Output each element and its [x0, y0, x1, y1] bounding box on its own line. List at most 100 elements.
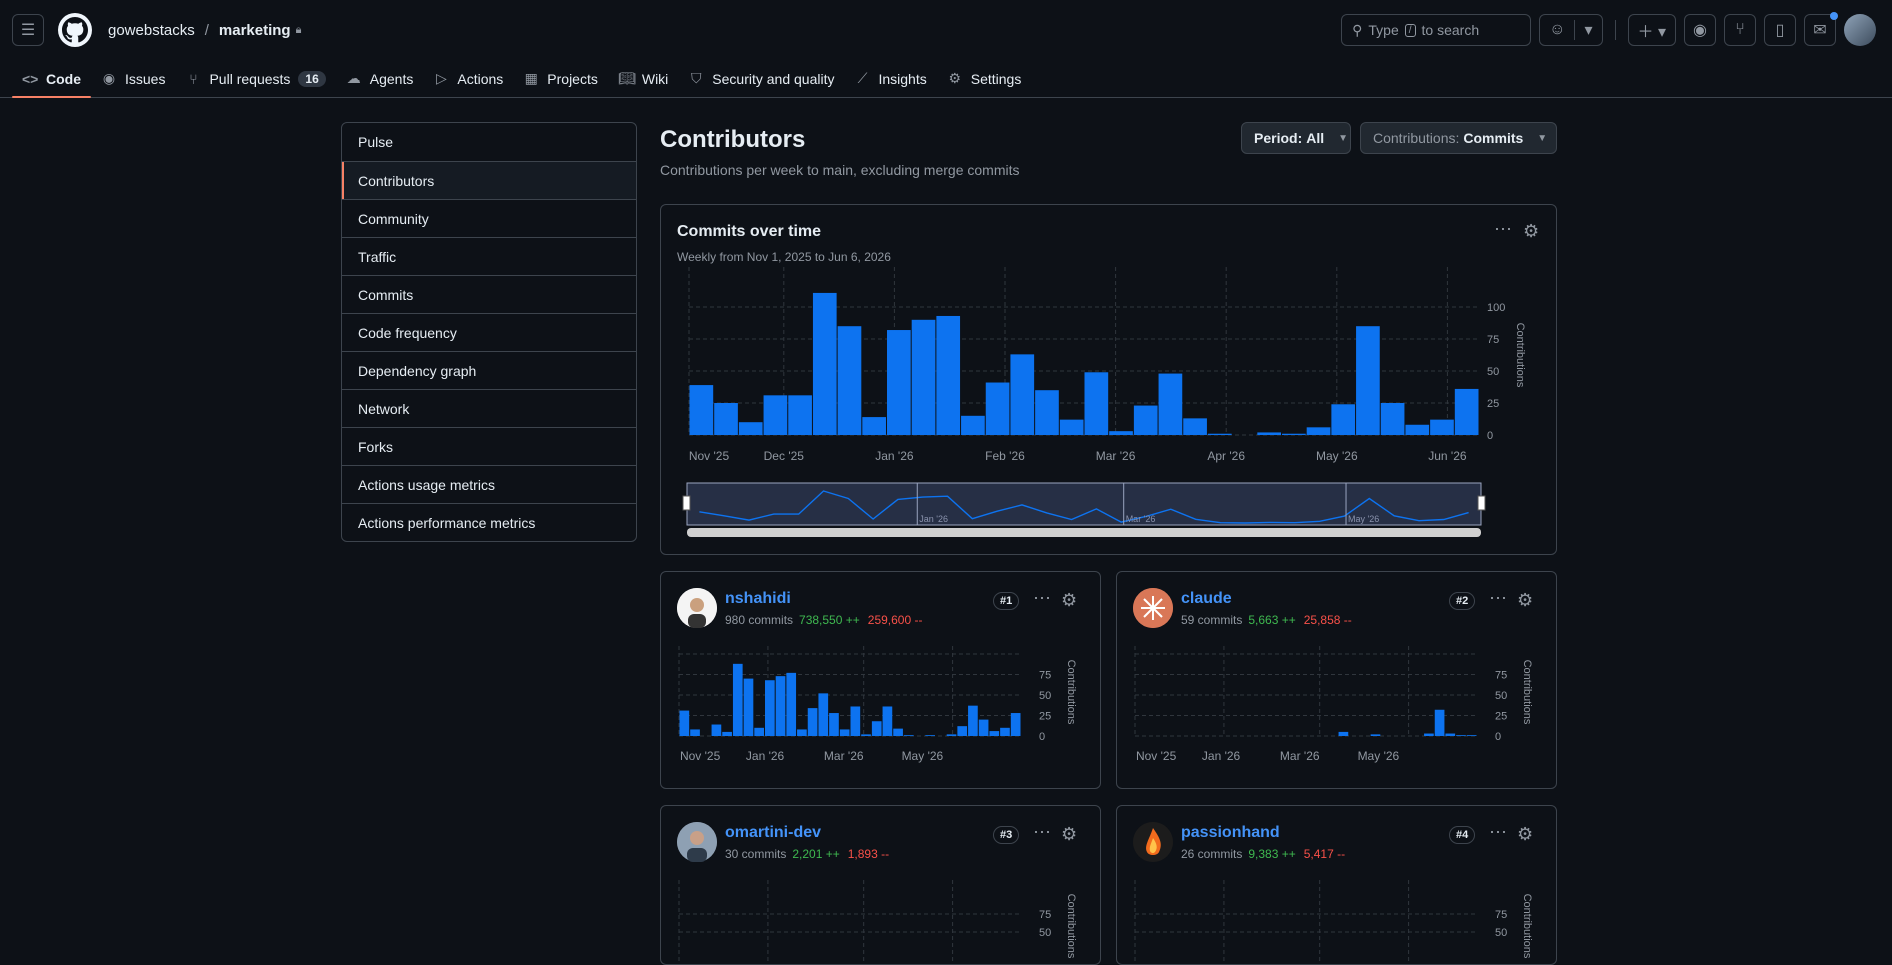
- sidebar-item-pulse[interactable]: Pulse: [358, 134, 394, 150]
- issues-button[interactable]: ◉: [1684, 14, 1716, 46]
- contributor-chart[interactable]: 75 50 25 0 Contributions Nov '25 Jan '26 Mar '2…: [1117, 572, 1556, 788]
- chart-bar: [837, 326, 862, 435]
- lock-icon: 🔒︎: [295, 23, 302, 36]
- tab-label: Pull requests: [209, 70, 291, 87]
- tab-agents[interactable]: ☁ Agents: [336, 60, 424, 97]
- avatar[interactable]: [1133, 822, 1173, 862]
- tab-issues[interactable]: ◉ Issues: [91, 60, 175, 97]
- contributor-name[interactable]: omartini-dev: [725, 824, 822, 841]
- play-icon: ▷: [435, 70, 447, 86]
- tab-settings[interactable]: ⚙ Settings: [937, 60, 1032, 97]
- copilot-icon: ☺: [1549, 21, 1566, 38]
- gear-icon[interactable]: ⚙: [1523, 221, 1540, 241]
- contributor-name[interactable]: passionhand: [1181, 824, 1280, 841]
- chart-bar: [903, 735, 914, 736]
- repositories-button[interactable]: ▯: [1764, 14, 1796, 46]
- gear-icon[interactable]: ⚙: [1061, 824, 1078, 844]
- contributor-chart[interactable]: 75 50 25 0 Contributions Nov '25 Jan '26 Mar '2…: [661, 572, 1100, 788]
- contributor-name[interactable]: claude: [1181, 590, 1232, 607]
- breadcrumb: gowebstacks / marketing 🔒︎: [108, 22, 301, 39]
- commit-count[interactable]: 26 commits: [1181, 847, 1243, 861]
- chart-bar: [818, 693, 829, 736]
- chart-bar: [1445, 733, 1456, 736]
- chart-bar: [1010, 354, 1035, 435]
- user-avatar[interactable]: [1844, 14, 1876, 46]
- tab-insights[interactable]: ⟋ Insights: [844, 60, 936, 97]
- sidebar-item-actions-usage[interactable]: Actions usage metrics: [342, 465, 636, 503]
- avatar[interactable]: [1133, 588, 1173, 628]
- search-input[interactable]: ⚲ Type / to search: [1341, 14, 1532, 46]
- notification-dot: [1830, 12, 1838, 20]
- sidebar-item-actions-performance[interactable]: Actions performance metrics: [342, 503, 636, 541]
- sidebar-item-code-frequency[interactable]: Code frequency: [342, 313, 636, 351]
- commit-count[interactable]: 30 commits: [725, 847, 787, 861]
- gear-icon[interactable]: ⚙: [1061, 590, 1078, 610]
- owner-link[interactable]: gowebstacks: [108, 21, 195, 39]
- inbox-icon: ✉: [1813, 22, 1827, 39]
- chart-bar: [925, 735, 935, 736]
- kebab-icon[interactable]: ⋯: [1033, 588, 1052, 608]
- tab-wiki[interactable]: 📖︎ Wiki: [608, 60, 678, 97]
- x-tick-label: Jan '26: [875, 449, 914, 463]
- repo-icon: ▯: [1775, 22, 1785, 39]
- commits-chart[interactable]: 100 75 50 25 0 Contributions Nov '25 Dec '25 Jan…: [661, 205, 1556, 556]
- sidebar-item-network[interactable]: Network: [342, 389, 636, 427]
- contributions-select[interactable]: Contributions: Commits ▼: [1360, 122, 1557, 154]
- commit-count[interactable]: 980 commits: [725, 613, 794, 627]
- contributor-chart[interactable]: 75 50 Contributions: [661, 806, 1100, 964]
- gear-icon[interactable]: ⚙: [1517, 824, 1534, 844]
- avatar[interactable]: [677, 822, 717, 862]
- chart-bar: [1331, 404, 1356, 435]
- tab-label: Agents: [369, 70, 414, 87]
- create-new-button[interactable]: ＋ ▾: [1627, 14, 1676, 46]
- y-axis-label: Contributions: [1065, 660, 1077, 725]
- chart-bar: [882, 706, 893, 736]
- y-axis-label: Contributions: [1521, 894, 1533, 959]
- sidebar-item-contributors[interactable]: Contributors: [342, 161, 636, 199]
- chart-bar: [743, 678, 754, 736]
- kebab-icon[interactable]: ⋯: [1494, 219, 1513, 239]
- x-tick-label: Mar '26: [824, 749, 864, 763]
- sidebar-item-traffic[interactable]: Traffic: [342, 237, 636, 275]
- github-logo[interactable]: [58, 13, 92, 47]
- chart-bar: [679, 710, 690, 736]
- gear-icon[interactable]: ⚙: [1517, 590, 1534, 610]
- kebab-icon[interactable]: ⋯: [1489, 588, 1508, 608]
- octocat-icon: [62, 17, 88, 43]
- tab-code[interactable]: <> Code: [12, 60, 91, 98]
- chevron-down-icon[interactable]: ▾: [1574, 20, 1601, 40]
- pull-requests-button[interactable]: ⑂: [1724, 14, 1756, 46]
- y-tick-label: 100: [1487, 302, 1505, 314]
- contributions-value: Commits: [1463, 130, 1524, 146]
- chart-bar: [1084, 372, 1109, 435]
- sidebar-item-community[interactable]: Community: [342, 199, 636, 237]
- period-select[interactable]: Period: All ▼: [1241, 122, 1351, 154]
- tab-security[interactable]: ⛉ Security and quality: [678, 60, 844, 97]
- x-tick-label: Apr '26: [1207, 449, 1245, 463]
- chart-bar: [1454, 388, 1479, 435]
- contributor-chart[interactable]: 75 50 Contributions: [1117, 806, 1556, 964]
- inbox-button[interactable]: ✉: [1804, 12, 1838, 46]
- tab-pull-requests[interactable]: ⑂ Pull requests 16: [175, 60, 335, 97]
- sidebar-item-commits[interactable]: Commits: [342, 275, 636, 313]
- range-handle-left: [682, 495, 691, 511]
- contributor-name[interactable]: nshahidi: [725, 590, 791, 607]
- navigator-label: May '26: [1348, 514, 1379, 524]
- repo-link[interactable]: marketing: [218, 21, 291, 39]
- kebab-icon[interactable]: ⋯: [1489, 822, 1508, 842]
- tab-projects[interactable]: ▦ Projects: [513, 60, 608, 97]
- avatar[interactable]: [677, 588, 717, 628]
- menu-button[interactable]: ☰: [12, 14, 44, 46]
- tab-actions[interactable]: ▷ Actions: [423, 60, 513, 97]
- caret-down-icon: ▼: [1537, 132, 1548, 144]
- sidebar-item-forks[interactable]: Forks: [342, 427, 636, 465]
- commit-count[interactable]: 59 commits: [1181, 613, 1243, 627]
- copilot-button[interactable]: ☺ ▾: [1539, 14, 1603, 46]
- main-content: Contributors Contributions per week to m…: [660, 122, 1557, 965]
- kebab-icon[interactable]: ⋯: [1033, 822, 1052, 842]
- chart-bar: [1405, 424, 1430, 435]
- issue-icon: ◉: [102, 70, 116, 86]
- additions: 2,201 ++: [792, 847, 840, 861]
- chart-bar: [1158, 373, 1183, 435]
- sidebar-item-dependency-graph[interactable]: Dependency graph: [342, 351, 636, 389]
